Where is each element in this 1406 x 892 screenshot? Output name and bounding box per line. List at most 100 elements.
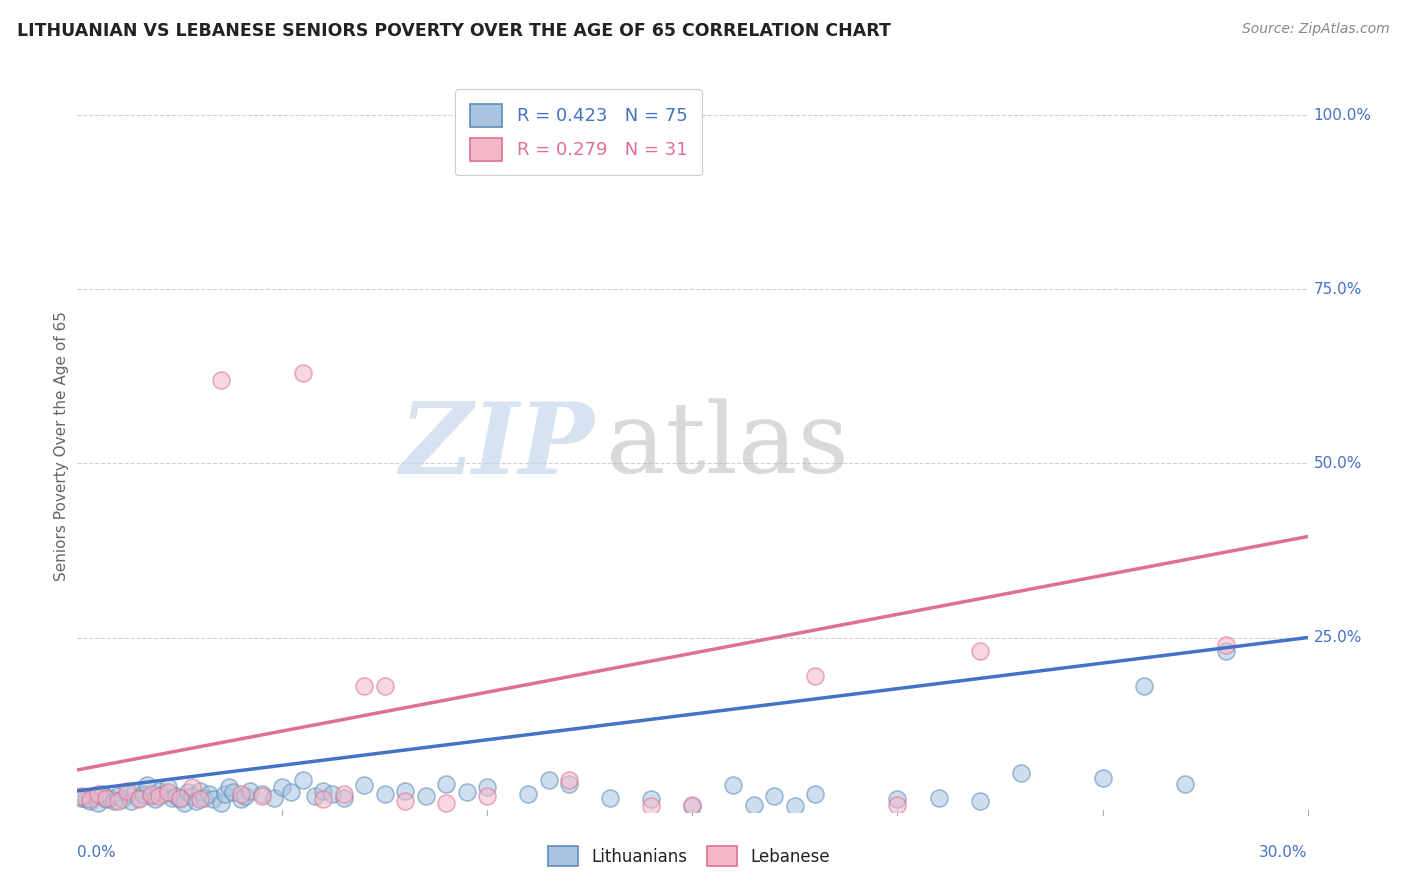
Point [436,797,458,811]
Point [115,784,138,798]
Point [394,794,416,808]
Point [124,784,146,798]
Point [107,789,129,804]
Point [181,789,204,804]
Point [214,787,236,801]
Point [783,799,806,814]
Point [1010,766,1032,780]
Point [1091,772,1114,786]
Point [599,790,621,805]
Point [969,794,991,808]
Point [128,792,150,806]
Point [291,366,314,380]
Point [148,789,170,804]
Point [477,789,499,804]
Y-axis label: Seniors Poverty Over the Age of 65: Seniors Poverty Over the Age of 65 [53,311,69,581]
Point [1215,638,1237,652]
Point [640,799,662,814]
Point [239,784,262,798]
Point [79,794,101,808]
Point [173,797,195,811]
Text: Source: ZipAtlas.com: Source: ZipAtlas.com [1241,22,1389,37]
Point [886,792,908,806]
Point [804,669,827,683]
Point [928,790,950,805]
Text: atlas: atlas [606,398,849,494]
Point [312,784,335,798]
Text: ZIP: ZIP [399,398,595,494]
Point [141,787,163,801]
Point [169,790,191,805]
Text: 30.0%: 30.0% [1260,845,1308,860]
Point [250,789,273,804]
Point [374,787,396,801]
Point [804,787,827,801]
Point [250,787,273,801]
Point [209,797,232,811]
Point [218,780,240,795]
Point [321,787,343,801]
Point [120,794,142,808]
Point [558,773,581,788]
Point [156,780,179,795]
Point [517,787,540,801]
Point [682,799,704,814]
Point [723,778,745,792]
Point [94,792,117,806]
Point [87,787,110,801]
Point [90,787,114,801]
Point [742,797,765,812]
Point [1132,679,1154,693]
Point [115,787,138,801]
Point [160,790,183,805]
Point [231,792,253,806]
Legend: Lithuanians, Lebanese: Lithuanians, Lebanese [541,839,837,873]
Text: 100.0%: 100.0% [1313,108,1372,122]
Point [263,790,285,805]
Point [763,789,786,804]
Point [558,777,581,791]
Point [209,373,232,387]
Point [231,787,253,801]
Point [222,785,245,799]
Point [103,794,125,808]
Text: 0.0%: 0.0% [77,845,117,860]
Point [107,794,129,808]
Point [143,792,166,806]
Point [152,787,174,801]
Point [111,792,134,806]
Text: 25.0%: 25.0% [1313,630,1362,645]
Point [201,792,224,806]
Point [353,778,375,792]
Point [374,679,396,693]
Point [193,790,215,805]
Point [181,780,204,795]
Point [235,789,257,804]
Point [537,773,560,788]
Text: 50.0%: 50.0% [1313,456,1362,471]
Point [186,794,208,808]
Point [141,789,163,804]
Legend: R = 0.423   N = 75, R = 0.279   N = 31: R = 0.423 N = 75, R = 0.279 N = 31 [456,89,702,176]
Point [682,797,704,812]
Point [87,797,110,811]
Point [94,790,117,805]
Point [70,789,93,804]
Point [477,780,499,795]
Point [436,777,458,791]
Point [83,789,105,804]
Point [353,679,375,693]
Point [1215,644,1237,658]
Point [333,790,356,805]
Point [886,797,908,812]
Point [280,785,302,799]
Point [415,789,437,804]
Point [156,785,179,799]
Point [75,792,97,806]
Point [333,787,356,801]
Point [165,789,187,804]
Point [291,773,314,788]
Text: 75.0%: 75.0% [1313,282,1362,297]
Point [136,778,159,792]
Point [79,792,101,806]
